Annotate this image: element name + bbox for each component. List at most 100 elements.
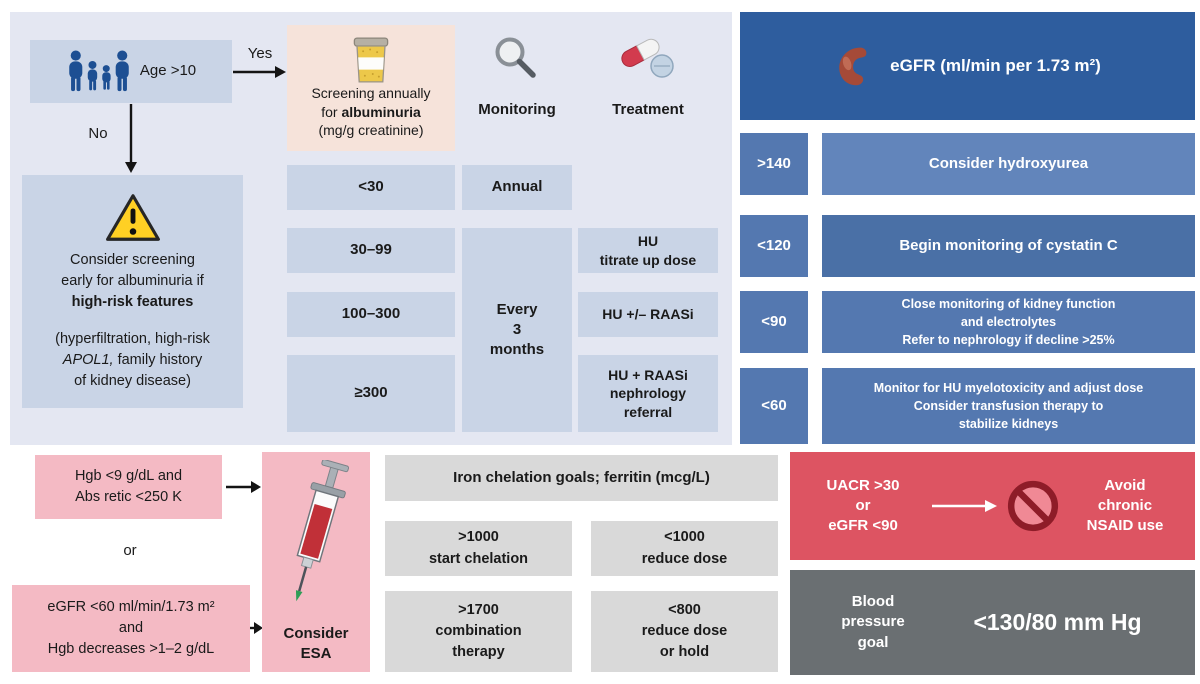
age-decision-box: Age >10: [30, 40, 232, 103]
warning-line4: (hyperfiltration, high-risk: [55, 331, 210, 347]
magnifier-icon: [495, 37, 536, 78]
bp-goal-value: <130/80 mm Hg: [973, 609, 1142, 635]
treatment-row1-line2: titrate up dose: [599, 251, 697, 268]
no-label: No: [88, 125, 108, 142]
consider-esa-line1: Consider: [283, 624, 349, 642]
albuminuria-range-lt30: <30: [287, 165, 455, 210]
monitoring-every-3-months-box: Every 3 months: [462, 228, 572, 432]
egfr-row4-line2: Consider transfusion therapy to: [913, 398, 1104, 413]
consider-esa-line2: ESA: [300, 644, 332, 662]
egfr-header: eGFR (ml/min per 1.73 m²): [740, 12, 1195, 120]
chelation-cell3-action2: therapy: [452, 644, 505, 660]
chelation-header: Iron chelation goals; ferritin (mcg/L): [385, 455, 778, 501]
bp-label-line3: goal: [857, 633, 889, 651]
bp-label-line1: Blood: [851, 593, 895, 611]
egfr-value-lt60: <60: [740, 368, 808, 444]
esa-or-label: or: [123, 542, 137, 559]
bp-label-line2: pressure: [841, 613, 905, 631]
monitoring-header: Monitoring: [478, 101, 556, 118]
albuminuria-range-30-99: 30–99: [287, 228, 455, 273]
treatment-row3-line3: referral: [623, 403, 673, 420]
treatment-row3-line1: HU + RAASi: [608, 366, 688, 383]
esa-criteria2-line1: eGFR <60 ml/min/1.73 m²: [47, 598, 215, 615]
chelation-cell4-action1: reduce dose: [641, 622, 728, 639]
consider-esa-box: Consider ESA: [262, 452, 370, 672]
screening-line2-normal: for: [321, 103, 342, 120]
consider-esa-label: Consider ESA: [283, 624, 348, 665]
treatment-hu-raasi-nephrology-box: HU + RAASi nephrology referral: [578, 355, 718, 432]
albuminuria-range-ge300: ≥300: [287, 355, 455, 432]
blood-pressure-box: Blood pressure goal <130/80 mm Hg: [790, 570, 1195, 675]
warning-apol1: APOL1,: [62, 352, 114, 369]
no-nsaid-prohibition-icon: [1008, 480, 1059, 532]
every3-line1: Every: [496, 300, 538, 318]
age-label: Age >10: [139, 62, 197, 80]
esa-criteria1-line1: Hgb <9 g/dL and: [74, 467, 183, 484]
every3-line2: 3: [512, 320, 522, 338]
egfr-row4-line3: stabilize kidneys: [958, 417, 1059, 432]
nsaid-box: UACR >30 or eGFR <90 Avoid chronic NSAID…: [790, 452, 1195, 560]
treatment-row1-line1: HU: [637, 233, 659, 250]
nsaid-condition: UACR >30 or eGFR <90: [804, 476, 922, 537]
yes-label: Yes: [247, 45, 273, 62]
high-risk-warning-box: Consider screening early for albuminuria…: [22, 175, 243, 408]
esa-criteria2-line2: and: [118, 619, 144, 636]
arrow-no: [125, 104, 137, 173]
egfr-row2-line1: Begin monitoring of cystatin C: [899, 236, 1118, 254]
nsaid-cond-line3: eGFR <90: [828, 517, 898, 535]
chelation-cell2-action: reduce dose: [641, 550, 728, 567]
warning-line6: of kidney disease): [74, 373, 191, 390]
albuminuria-range-100-300: 100–300: [287, 292, 455, 337]
treatment-row2-line1: HU +/– RAASi: [602, 306, 694, 323]
esa-criteria1-box: Hgb <9 g/dL and Abs retic <250 K: [35, 455, 222, 519]
chelation-cell3-value: >1700: [458, 601, 499, 618]
urine-sample-icon: [353, 37, 389, 83]
screening-annually-box: Screening annually for albuminuria (mg/g…: [287, 25, 455, 151]
warning-line5: APOL1, family history: [63, 350, 202, 371]
egfr-action-hydroxyurea: Consider hydroxyurea: [822, 133, 1195, 195]
every3-line3: months: [489, 341, 545, 359]
monitoring-annual-box: Annual: [462, 165, 572, 210]
screening-line2-bold: albuminuria: [341, 103, 421, 120]
bp-goal-label: Blood pressure goal: [808, 592, 938, 653]
treatment-header: Treatment: [612, 101, 684, 118]
chelation-cell-combination: >1700 combination therapy: [385, 591, 572, 672]
arrow-nsaid: [931, 500, 997, 512]
chelation-cell-reduce: <1000 reduce dose: [591, 521, 778, 576]
treatment-hu-titrate-box: HU titrate up dose: [578, 228, 718, 273]
egfr-value-lt120: <120: [740, 215, 808, 277]
egfr-action-close-monitoring: Close monitoring of kidney function and …: [822, 291, 1195, 353]
nsaid-advice-line2: chronic: [1097, 496, 1153, 514]
egfr-title: eGFR (ml/min per 1.73 m²): [890, 56, 1101, 75]
chelation-cell2-value: <1000: [664, 529, 705, 546]
treatment-hu-raasi-box: HU +/– RAASi: [578, 292, 718, 337]
nsaid-advice-line1: Avoid: [1104, 476, 1146, 494]
arrow-esa-2: [250, 622, 263, 634]
family-icon: [69, 50, 129, 92]
chelation-cell1-value: >1000: [458, 529, 499, 546]
screening-line3: (mg/g creatinine): [318, 122, 424, 139]
chelation-cell4-action2: or hold: [659, 644, 710, 660]
syringe-icon: [295, 460, 350, 602]
chelation-cell1-action: start chelation: [428, 550, 529, 567]
warning-line1: Consider screening: [70, 251, 195, 268]
esa-criteria2-line3: Hgb decreases >1–2 g/dL: [47, 641, 215, 657]
warning-line2: early for albuminuria if: [61, 272, 204, 289]
egfr-action-myelotoxicity: Monitor for HU myelotoxicity and adjust …: [822, 368, 1195, 444]
egfr-row4-line1: Monitor for HU myelotoxicity and adjust …: [873, 380, 1144, 395]
treatment-row3-line2: nephrology: [609, 385, 687, 402]
arrow-esa-1: [226, 481, 261, 493]
nsaid-advice: Avoid chronic NSAID use: [1069, 476, 1181, 537]
warning-triangle-icon: [105, 194, 160, 241]
egfr-value-lt90: <90: [740, 291, 808, 353]
egfr-row1-line1: Consider hydroxyurea: [928, 154, 1089, 172]
warning-line5-rest: family history: [113, 352, 203, 369]
arrow-yes: [233, 66, 286, 78]
esa-criteria1-line2: Abs retic <250 K: [75, 489, 182, 505]
chelation-cell4-value: <800: [668, 601, 701, 618]
egfr-action-cystatin-c: Begin monitoring of cystatin C: [822, 215, 1195, 277]
warning-line3: high-risk features: [71, 293, 194, 310]
nsaid-cond-line1: UACR >30: [826, 476, 900, 494]
screening-line1: Screening annually: [311, 85, 431, 102]
